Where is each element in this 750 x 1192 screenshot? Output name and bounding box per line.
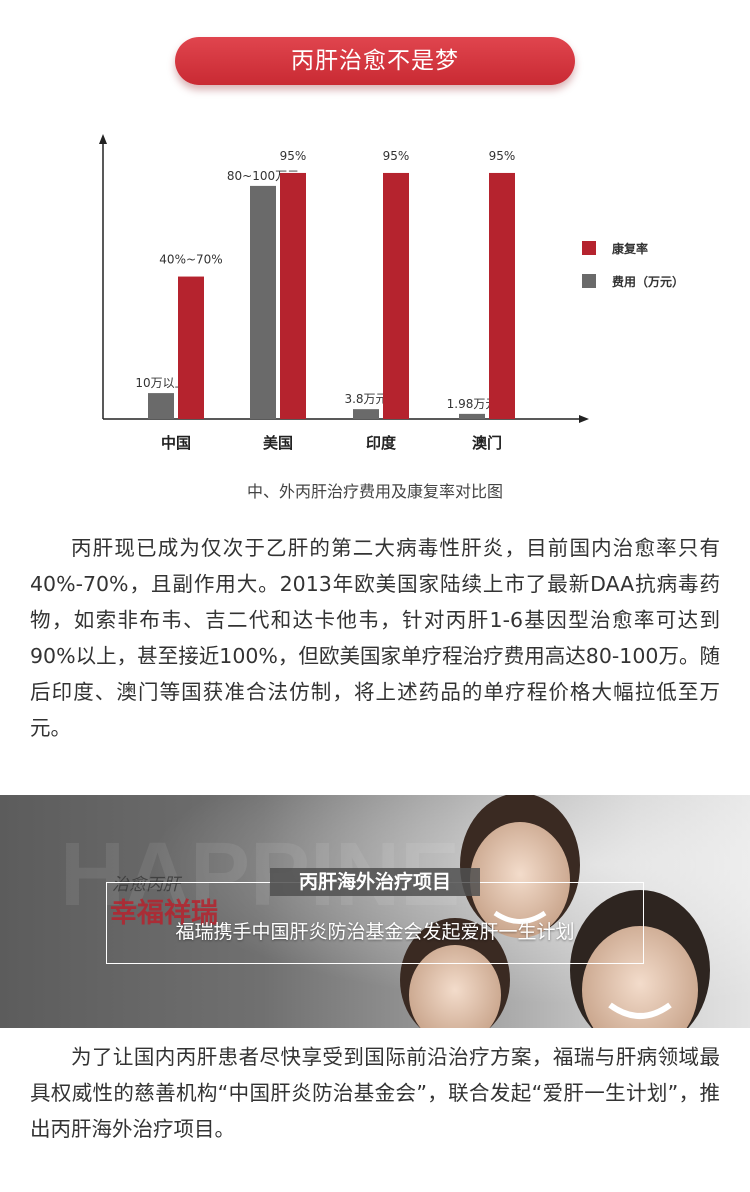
brand-logo: 治愈丙肝 幸福祥瑞 xyxy=(110,875,218,929)
section-title-banner: 丙肝治愈不是梦 xyxy=(175,37,575,85)
legend-label-1: 费用（万元） xyxy=(612,274,684,289)
bar-recovery-0 xyxy=(178,276,204,419)
category-label-1: 美国 xyxy=(263,434,293,452)
bar-cost-0 xyxy=(148,393,174,419)
bar-cost-label-3: 1.98万元 xyxy=(447,397,498,411)
family-photo-image: HAPPINESS xyxy=(0,795,750,1028)
category-label-2: 印度 xyxy=(366,434,397,452)
bar-cost-label-0: 10万以上 xyxy=(135,376,186,390)
banner-subtitle: 福瑞携手中国肝炎防治基金会发起爱肝一生计划 xyxy=(175,921,575,943)
intro-paragraph: 丙肝现已成为仅次于乙肝的第二大病毒性肝炎，目前国内治愈率只有40%-70%，且副… xyxy=(30,536,720,740)
bar-cost-1 xyxy=(250,185,276,419)
banner-title: 丙肝海外治疗项目 xyxy=(270,868,480,896)
bar-recovery-2 xyxy=(383,172,409,419)
bar-cost-2 xyxy=(353,409,379,419)
chart-bars: 10万以上40%~70%中国80~100万元95%美国3.8万元95%印度1.9… xyxy=(135,149,515,452)
legend-swatch-0 xyxy=(582,241,596,255)
bar-cost-label-2: 3.8万元 xyxy=(344,392,387,406)
chart-caption: 中、外丙肝治疗费用及康复率对比图 xyxy=(246,482,503,501)
section-title: 丙肝治愈不是梦 xyxy=(291,48,459,74)
bar-recovery-label-3: 95% xyxy=(489,149,516,163)
bar-recovery-3 xyxy=(489,172,515,419)
category-label-0: 中国 xyxy=(161,434,191,452)
logo-bottom-text: 幸福祥瑞 xyxy=(110,897,218,929)
legend-label-0: 康复率 xyxy=(612,241,648,256)
bar-recovery-1 xyxy=(280,172,306,419)
bar-recovery-label-0: 40%~70% xyxy=(159,253,222,267)
program-paragraph: 为了让国内丙肝患者尽快享受到国际前沿治疗方案，福瑞与肝病领域最具权威性的慈善机构… xyxy=(30,1045,720,1141)
category-label-3: 澳门 xyxy=(472,434,502,452)
legend-swatch-1 xyxy=(582,274,596,288)
x-axis-arrow xyxy=(579,415,589,423)
bar-recovery-label-2: 95% xyxy=(383,149,410,163)
comparison-bar-chart: 10万以上40%~70%中国80~100万元95%美国3.8万元95%印度1.9… xyxy=(99,134,684,452)
y-axis-arrow xyxy=(99,134,107,144)
logo-top-text: 治愈丙肝 xyxy=(112,875,183,895)
project-banner: HAPPINESS xyxy=(0,795,750,1028)
bar-recovery-label-1: 95% xyxy=(280,149,307,163)
bar-cost-3 xyxy=(459,413,485,419)
